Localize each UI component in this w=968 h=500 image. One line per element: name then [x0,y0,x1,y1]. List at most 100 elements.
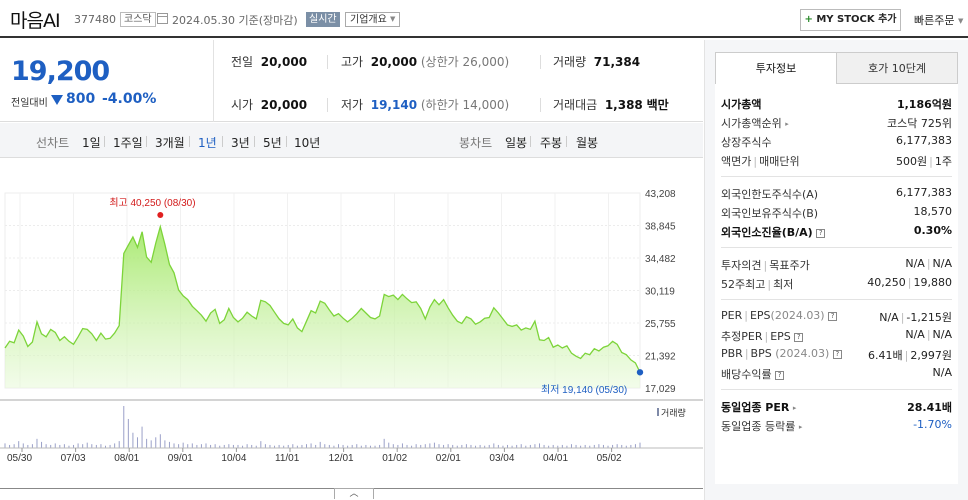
cap-rank-label: 시가총액순위 [721,117,782,130]
shares-label: 상장주식수 [721,136,772,149]
x-tick-label: 01/02 [382,453,407,464]
opinion-row: 투자의견 | 목표주가 N/A | N/A [721,257,952,272]
dividend-row: 배당수익률 ? N/A [721,366,952,384]
chart-period-tabs: 선차트 1일 1주일 3개월 1년 3년 5년 10년 봉차트 일봉 주봉 월봉 [0,123,703,158]
divider [721,247,952,248]
industry-per-value: 28.41배 [907,401,952,414]
y-tick-label: 30,119 [645,287,675,298]
tab-1week[interactable]: 1주일 [113,136,143,150]
industry-per-row: 동일업종 PER ▸ 28.41배 [721,399,952,417]
cap-rank-value: 코스닥 725위 [887,117,952,130]
tab-1year[interactable]: 1년 [198,136,217,150]
industry-rate-value: -1.70% [913,418,952,431]
collapse-toggle-button[interactable]: ︿ [334,488,374,499]
cap-rank-row: 시가총액순위 ▸ 코스닥 725위 [721,115,952,133]
est-per-label: 추정PER [721,330,763,343]
tab-3month[interactable]: 3개월 [155,136,185,150]
realtime-button[interactable]: 실시간 [306,12,340,27]
divider [540,55,541,69]
price-chart[interactable]: 43,208 38,845 34,482 30,119 25,755 21,392 17,0… [0,158,703,488]
chevron-down-icon: ▼ [390,15,396,23]
bps-label: BPS [750,347,772,360]
candle-chart-label: 봉차트 [459,136,493,150]
help-icon[interactable]: ? [832,349,842,359]
y-tick-label: 38,845 [645,222,676,233]
help-icon[interactable]: ? [828,311,838,321]
industry-rate-row: 동일업종 등락률 ▸ -1.70% [721,418,952,436]
x-tick-label: 10/04 [221,453,246,464]
par-label: 액면가 [721,155,752,168]
low-value: 19,140 [370,98,418,112]
par-row: 액면가 | 매매단위 500원 | 1주 [721,155,952,168]
target-value: N/A [932,257,952,270]
x-tick-label: 08/01 [114,453,139,464]
high-label: 최고 40,250 (08/30) [109,197,195,209]
shares-row: 상장주식수 6,177,383 [721,134,952,152]
divider [721,299,952,300]
tab-5year[interactable]: 5년 [263,136,282,150]
quick-order-button[interactable]: 빠른주문 ▼ [914,12,963,28]
help-icon[interactable]: ? [775,370,785,380]
my-stock-label: MY STOCK 추가 [816,14,897,25]
line-chart-label: 선차트 [36,136,70,150]
pbr-label: PBR [721,347,743,360]
est-per-value: N/A [905,328,925,341]
trade-unit-label: 매매단위 [759,155,800,168]
help-icon[interactable]: ? [816,228,826,238]
eps-period: (2024.03) [770,309,825,322]
tab-1day[interactable]: 1일 [82,136,101,150]
open-value: 20,000 [260,98,308,112]
tab-3year[interactable]: 3년 [231,136,250,150]
divider [540,98,541,112]
tab-monthly-candle[interactable]: 월봉 [576,136,599,150]
foreign-limit-label: 외국인한도주식수(A) [721,188,819,201]
open-price: 시가 20,000 [231,96,307,113]
chevron-down-icon: ▼ [957,17,964,25]
info-tabs: 투자정보 호가 10단계 [715,52,958,84]
help-icon[interactable]: ? [794,332,804,342]
price-chart-svg: 43,208 38,845 34,482 30,119 25,755 21,392 17,0… [0,189,703,464]
x-tick-label: 11/01 [275,453,300,464]
volume-legend: 거래량 [661,407,686,418]
w52-low-value: 19,880 [913,276,953,289]
prev-close-label: 전일 [231,55,254,69]
tab-daily-candle[interactable]: 일봉 [505,136,528,150]
y-tick-label: 21,392 [645,352,676,363]
market-cap-label: 시가총액 [721,98,762,111]
opinion-value: N/A [905,257,925,270]
tab-investment-info[interactable]: 투자정보 [715,52,837,84]
price-line [4,224,641,373]
corp-info-dropdown[interactable]: 기업개요 ▼ [345,12,401,27]
x-tick-label: 04/01 [543,453,568,464]
pbr-value: 6.41배 [868,349,903,362]
chevron-right-icon: ▸ [785,120,789,128]
info-box: 시가총액 1,186억원 시가총액순위 ▸ 코스닥 725위 상장주식수 6,177,… [715,84,958,484]
my-stock-add-button[interactable]: + MY STOCK 추가 [800,9,901,31]
divider [721,176,952,177]
current-price: 19,200 [11,56,110,87]
foreign-limit-value: 6,177,383 [896,186,952,199]
quick-order-label: 빠른주문 [914,14,955,27]
foreign-ratio-value: 0.30% [913,224,952,237]
est-per-row: 추정PER | EPS ? N/A | N/A [721,328,952,343]
target-label: 목표주가 [769,259,810,272]
amount-unit: 백만 [646,98,669,112]
chevron-right-icon: ▸ [792,404,797,412]
tab-orderbook-10[interactable]: 호가 10단계 [836,52,958,84]
w52-high-label: 52주최고 [721,278,766,291]
eps-value: -1,215원 [906,311,952,324]
opinion-label: 투자의견 [721,259,762,272]
foreign-limit-row: 외국인한도주식수(A) 6,177,383 [721,186,952,204]
market-badge: 코스닥 [120,12,156,27]
stock-code: 377480 [74,13,116,26]
tab-10year[interactable]: 10년 [294,136,321,150]
volume-label: 거래량 [553,55,587,69]
divider [566,136,567,147]
dividend-label: 배당수익률 [721,368,772,381]
per-row: PER | EPS(2024.03) ? N/A | -1,215원 [721,309,952,324]
tab-weekly-candle[interactable]: 주봉 [540,136,563,150]
stock-name: 마음AI [10,10,61,32]
market-cap-value: 1,186억원 [896,98,952,111]
pbr-row: PBR | BPS (2024.03) ? 6.41배 | 2,997원 [721,347,952,362]
foreign-hold-value: 18,570 [913,205,953,218]
